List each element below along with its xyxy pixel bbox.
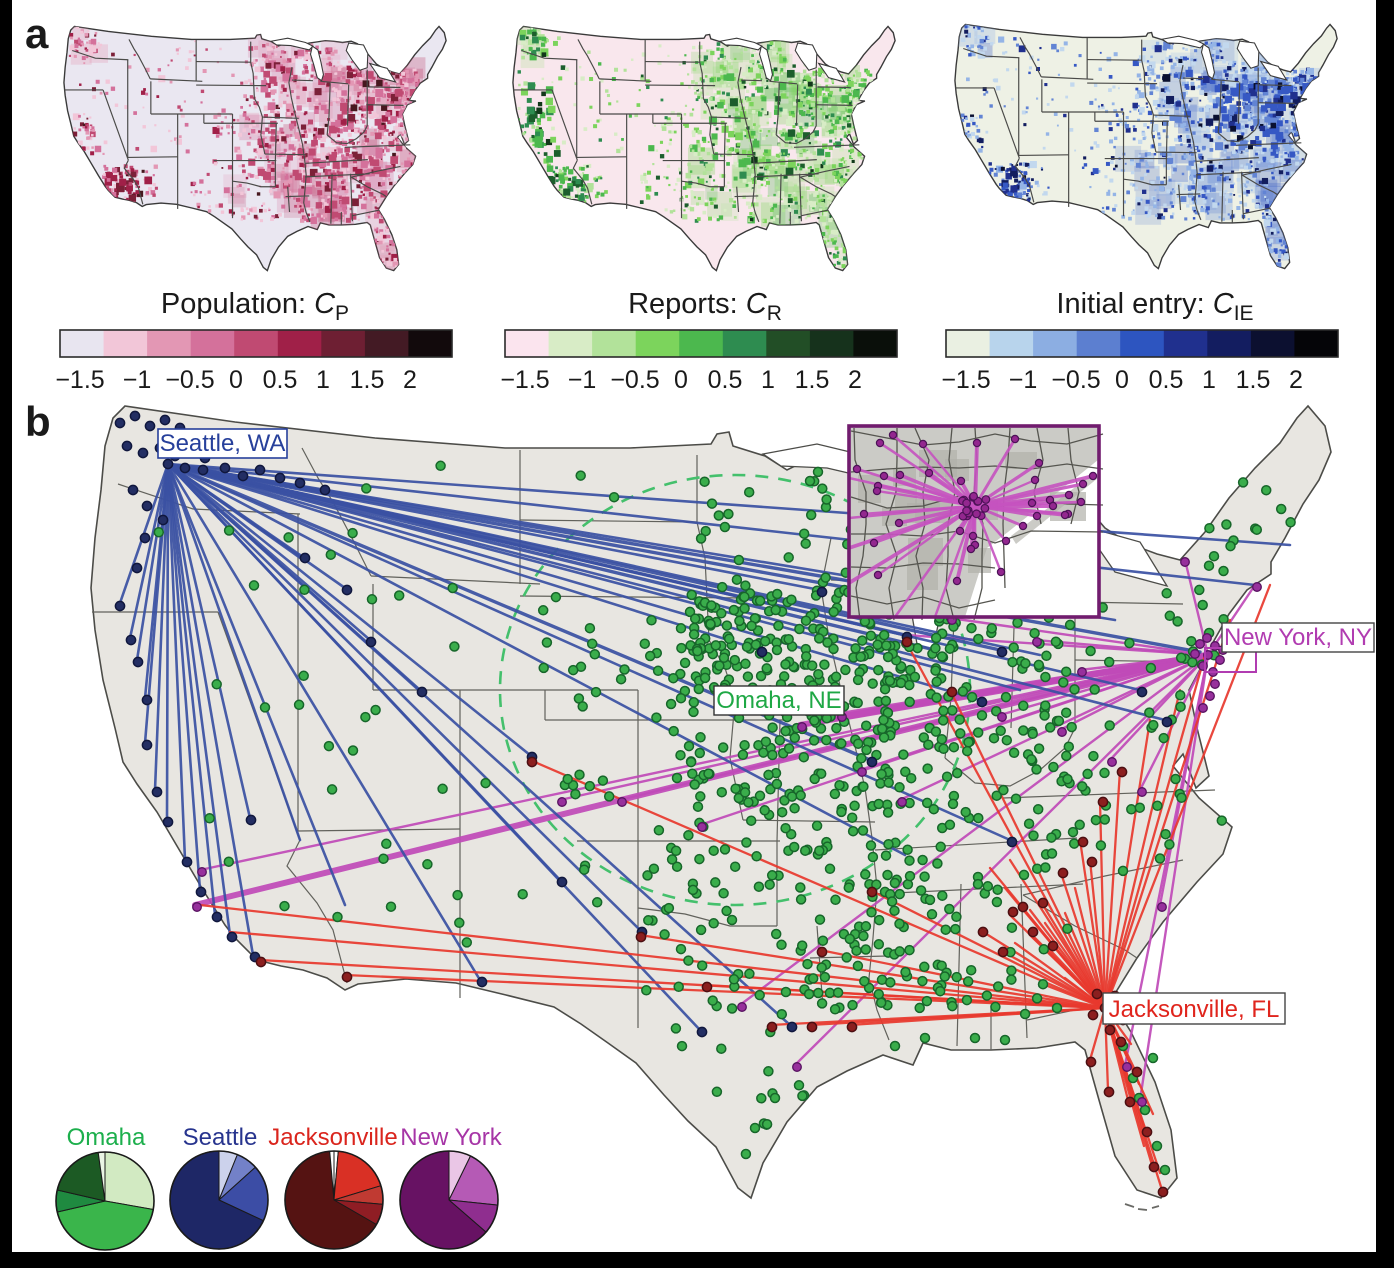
svg-text:−1: −1	[1009, 366, 1038, 394]
svg-text:2: 2	[1289, 366, 1303, 394]
svg-text:1.5: 1.5	[1236, 366, 1271, 394]
svg-text:0: 0	[1115, 366, 1129, 394]
svg-text:Initial entry: CIE: Initial entry: CIE	[1056, 288, 1253, 325]
svg-text:1: 1	[316, 366, 330, 394]
svg-text:−0.5: −0.5	[1051, 366, 1100, 394]
svg-text:−1: −1	[123, 366, 152, 394]
svg-text:−1.5: −1.5	[55, 366, 104, 394]
svg-text:−1.5: −1.5	[500, 366, 549, 394]
svg-text:1: 1	[761, 366, 775, 394]
svg-text:Reports: CR: Reports: CR	[628, 288, 782, 325]
svg-text:−0.5: −0.5	[610, 366, 659, 394]
svg-text:1.5: 1.5	[795, 366, 830, 394]
svg-text:1: 1	[1202, 366, 1216, 394]
svg-text:0: 0	[674, 366, 688, 394]
svg-text:−1.5: −1.5	[941, 366, 990, 394]
svg-text:0: 0	[229, 366, 243, 394]
svg-text:−1: −1	[568, 366, 597, 394]
svg-text:2: 2	[848, 366, 862, 394]
svg-text:0.5: 0.5	[708, 366, 743, 394]
svg-text:Population: CP: Population: CP	[161, 288, 349, 325]
svg-text:−0.5: −0.5	[165, 366, 214, 394]
svg-text:2: 2	[403, 366, 417, 394]
svg-text:0.5: 0.5	[1149, 366, 1184, 394]
svg-text:1.5: 1.5	[350, 366, 385, 394]
svg-text:0.5: 0.5	[263, 366, 298, 394]
